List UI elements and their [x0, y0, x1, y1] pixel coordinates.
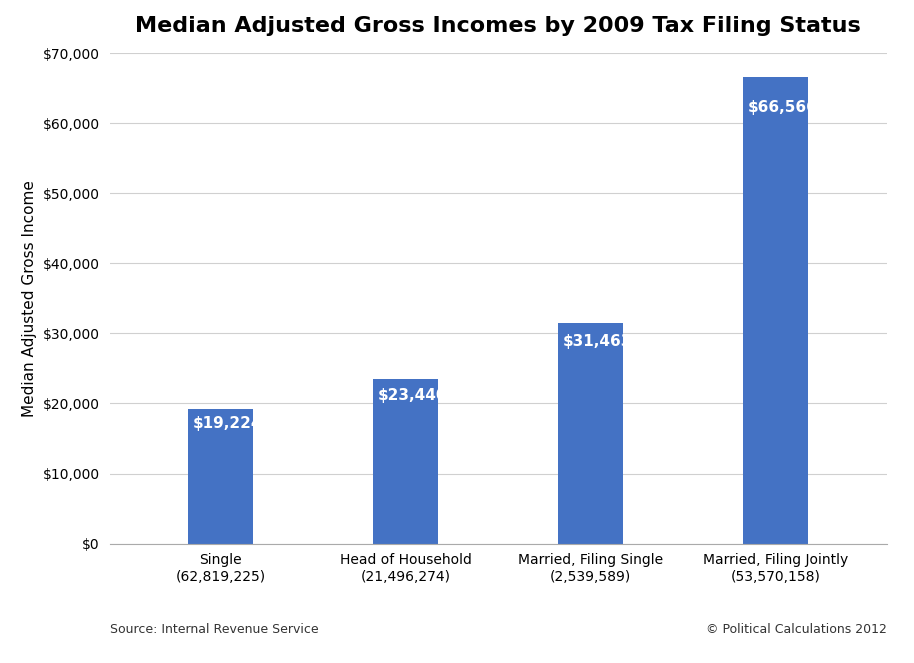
- Text: © Political Calculations 2012: © Political Calculations 2012: [706, 623, 887, 636]
- Text: Source: Internal Revenue Service: Source: Internal Revenue Service: [110, 623, 318, 636]
- Text: $19,224: $19,224: [193, 416, 262, 431]
- Text: $23,440: $23,440: [377, 388, 447, 402]
- Bar: [373, 379, 438, 544]
- Bar: [558, 323, 623, 544]
- Bar: [743, 77, 808, 544]
- Title: Median Adjusted Gross Incomes by 2009 Tax Filing Status: Median Adjusted Gross Incomes by 2009 Ta…: [135, 16, 861, 36]
- Text: $66,566: $66,566: [748, 100, 818, 115]
- Y-axis label: Median Adjusted Gross Income: Median Adjusted Gross Income: [22, 180, 37, 417]
- Text: $31,463: $31,463: [563, 334, 632, 349]
- Bar: [188, 409, 253, 544]
